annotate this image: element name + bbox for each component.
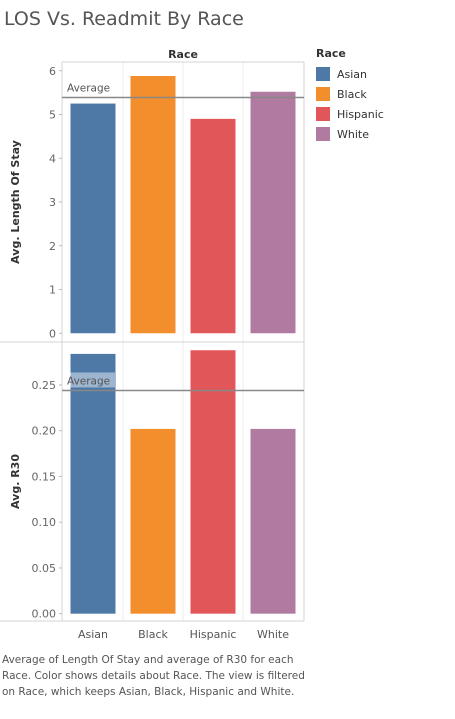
legend-swatch-asian	[316, 67, 330, 81]
y-tick-label: 0.00	[32, 608, 57, 621]
legend-item-asian[interactable]: Asian	[316, 64, 384, 84]
y-tick-label: 0.15	[32, 470, 57, 483]
x-tick-label-hispanic: Hispanic	[190, 628, 237, 641]
bar-los-hispanic	[190, 118, 236, 334]
y-tick-label: 2	[49, 240, 56, 253]
y-tick-label: 6	[49, 65, 56, 78]
caption: Average of Length Of Stay and average of…	[2, 654, 305, 698]
legend-label-asian: Asian	[337, 67, 368, 81]
x-tick-label-white: White	[257, 628, 289, 641]
bar-los-asian	[70, 103, 116, 334]
legend: Race Asian Black Hispanic White	[316, 47, 384, 144]
legend-item-black[interactable]: Black	[316, 84, 384, 104]
chart-title: LOS Vs. Readmit By Race	[4, 8, 244, 30]
bar-r30-black	[130, 428, 176, 614]
bar-r30-asian	[70, 353, 116, 614]
legend-swatch-hispanic	[316, 107, 330, 121]
y-tick-label: 3	[49, 196, 56, 209]
y-tick-label: 0.05	[32, 562, 57, 575]
reference-line-label: Average	[67, 82, 110, 94]
legend-label-hispanic: Hispanic	[337, 107, 384, 121]
legend-swatch-black	[316, 87, 330, 101]
y-tick-label: 5	[49, 109, 56, 122]
bar-r30-white	[250, 428, 296, 614]
legend-item-hispanic[interactable]: Hispanic	[316, 104, 384, 124]
y-tick-label: 0	[49, 327, 56, 340]
bar-r30-hispanic	[190, 350, 236, 614]
legend-item-white[interactable]: White	[316, 124, 384, 144]
bar-los-white	[250, 91, 296, 334]
legend-title: Race	[316, 47, 346, 60]
legend-swatch-white	[316, 127, 330, 141]
bar-los-black	[130, 76, 176, 334]
y-tick-label: 0.25	[32, 379, 57, 392]
x-tick-label-black: Black	[138, 628, 168, 641]
x-tick-label-asian: Asian	[78, 628, 108, 641]
legend-label-black: Black	[337, 87, 367, 101]
column-header: Race	[168, 48, 198, 61]
legend-label-white: White	[337, 127, 369, 141]
reference-line-label: Average	[67, 375, 110, 387]
y-tick-label: 0.10	[32, 516, 57, 529]
y-axis-label: Avg. Length Of Stay	[9, 140, 22, 264]
reference-label-bg	[65, 372, 115, 388]
y-tick-label: 1	[49, 284, 56, 297]
y-tick-label: 4	[49, 152, 56, 165]
y-tick-label: 0.20	[32, 425, 57, 438]
y-axis-label: Avg. R30	[9, 454, 22, 509]
